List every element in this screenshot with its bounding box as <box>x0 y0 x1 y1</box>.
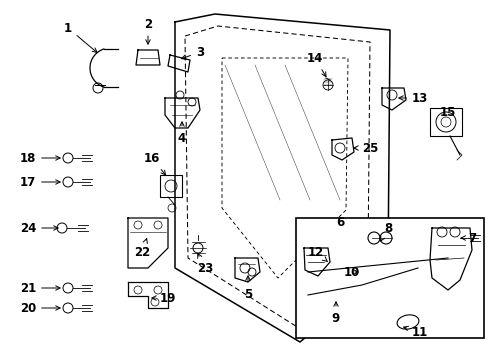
Text: 8: 8 <box>380 221 391 241</box>
Text: 21: 21 <box>20 282 60 294</box>
Text: 19: 19 <box>152 292 176 305</box>
Text: 25: 25 <box>353 141 377 154</box>
Text: 6: 6 <box>335 216 344 229</box>
Text: 15: 15 <box>439 105 455 118</box>
Text: 24: 24 <box>20 221 58 234</box>
Text: 16: 16 <box>143 152 165 175</box>
Text: 7: 7 <box>460 231 475 244</box>
Bar <box>429 108 461 136</box>
Text: 13: 13 <box>398 91 427 104</box>
Bar <box>295 218 483 338</box>
Text: 12: 12 <box>307 246 326 261</box>
Text: 22: 22 <box>134 239 150 258</box>
Text: 2: 2 <box>143 18 152 44</box>
Bar <box>160 175 182 197</box>
Text: 23: 23 <box>197 253 213 274</box>
Text: 10: 10 <box>343 266 359 279</box>
Text: 11: 11 <box>403 325 427 338</box>
Text: 5: 5 <box>244 276 252 301</box>
Text: 9: 9 <box>331 302 340 324</box>
Text: 3: 3 <box>181 45 203 59</box>
Text: 17: 17 <box>20 175 60 189</box>
Text: 1: 1 <box>64 22 97 53</box>
Text: 20: 20 <box>20 302 60 315</box>
Text: 14: 14 <box>306 51 325 77</box>
Text: 18: 18 <box>20 152 60 165</box>
Text: 4: 4 <box>178 122 186 144</box>
